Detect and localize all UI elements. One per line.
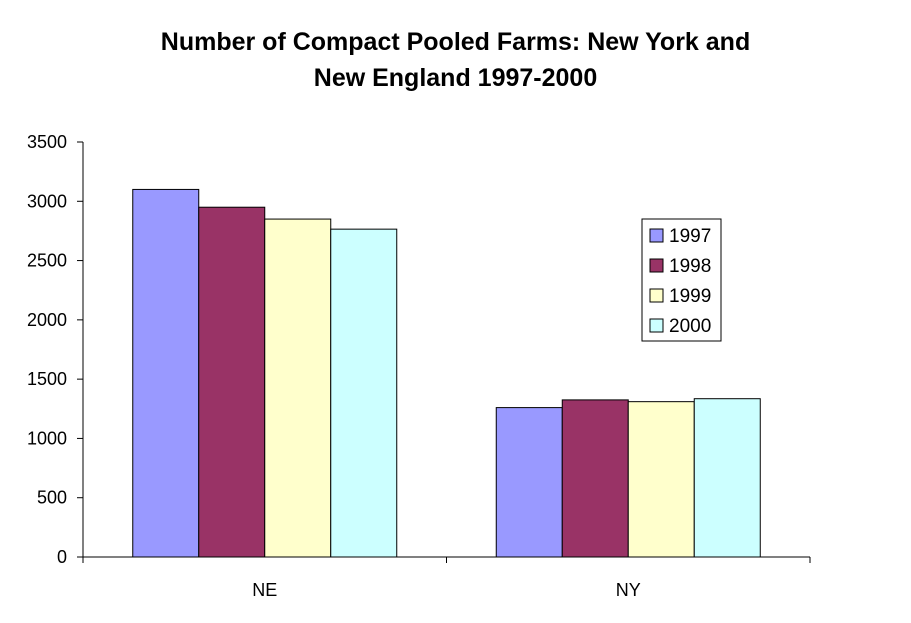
y-tick-label: 1500 xyxy=(27,369,67,389)
legend-swatch-1997 xyxy=(649,228,664,243)
bar-ne-1999 xyxy=(264,218,332,558)
chart-title-line-2: New England 1997-2000 xyxy=(313,64,598,92)
y-tick-label: 0 xyxy=(57,547,67,567)
legend-label-1999: 1999 xyxy=(669,286,711,307)
y-tick-label: 3000 xyxy=(27,191,67,211)
x-tick-label: NE xyxy=(252,580,277,600)
bar-ne-1997 xyxy=(132,188,200,558)
y-tick-label: 1000 xyxy=(27,428,67,448)
y-tick-label: 2000 xyxy=(27,310,67,330)
y-tick-label: 500 xyxy=(37,488,67,508)
bar-ne-2000 xyxy=(330,228,398,558)
bar-ne-1998 xyxy=(198,206,266,558)
bar-ny-1997 xyxy=(495,407,563,558)
legend-label-1998: 1998 xyxy=(669,256,711,277)
legend-label-2000: 2000 xyxy=(669,316,711,337)
legend-swatch-2000 xyxy=(649,318,664,333)
bar-ny-2000 xyxy=(693,398,761,558)
legend-label-1997: 1997 xyxy=(669,226,711,247)
x-tick-label: NY xyxy=(616,580,641,600)
bar-ny-1999 xyxy=(627,401,695,558)
legend-swatch-1998 xyxy=(649,258,664,273)
y-tick-label: 2500 xyxy=(27,251,67,271)
chart-title: Number of Compact Pooled Farms: New York… xyxy=(0,24,911,96)
y-tick-label: 3500 xyxy=(27,132,67,152)
chart-title-line-1: Number of Compact Pooled Farms: New York… xyxy=(160,28,751,56)
bar-ny-1998 xyxy=(561,399,629,558)
legend-swatch-1999 xyxy=(649,288,664,303)
